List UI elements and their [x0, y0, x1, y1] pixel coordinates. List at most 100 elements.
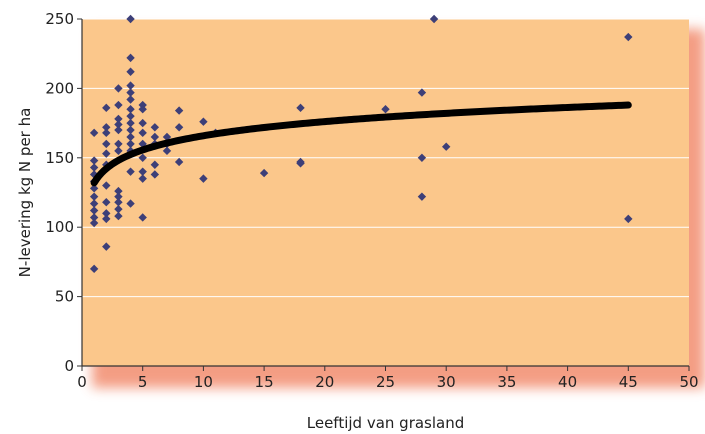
x-tick-label: 30	[437, 373, 456, 391]
y-axis-ticks: 0 50 100 150 200 250	[45, 10, 82, 375]
data-point	[199, 117, 208, 126]
data-point	[126, 139, 135, 149]
data-point	[89, 264, 99, 274]
data-point	[624, 32, 633, 42]
data-point	[126, 105, 135, 114]
data-point	[296, 103, 305, 113]
data-point	[174, 106, 184, 115]
data-point	[150, 123, 160, 132]
data-point	[174, 157, 184, 167]
data-point	[114, 84, 123, 93]
data-point	[138, 153, 147, 162]
data-point	[429, 14, 439, 24]
data-point	[89, 156, 99, 165]
data-point	[150, 132, 160, 142]
data-point	[417, 153, 427, 162]
x-tick-label: 10	[194, 373, 213, 391]
data-point	[102, 128, 111, 138]
gridlines	[82, 18, 689, 298]
data-point	[114, 186, 123, 196]
data-point	[102, 209, 111, 218]
data-point	[138, 174, 147, 183]
data-point	[114, 120, 123, 129]
data-point	[114, 139, 123, 149]
data-point	[150, 170, 160, 179]
data-point	[102, 103, 111, 113]
data-point	[138, 128, 147, 138]
y-tick-label: 0	[64, 357, 74, 375]
data-points	[89, 14, 633, 274]
data-point	[102, 198, 111, 207]
data-point	[162, 146, 172, 156]
data-point	[126, 118, 135, 128]
data-point	[89, 163, 99, 172]
data-point	[89, 199, 99, 208]
data-point	[102, 123, 111, 132]
y-tick-label: 100	[45, 218, 74, 236]
data-point	[126, 14, 135, 24]
y-tick-label: 200	[45, 79, 74, 97]
data-point	[417, 192, 427, 201]
data-point	[126, 81, 135, 90]
x-tick-label: 15	[255, 373, 274, 391]
data-point	[114, 146, 123, 156]
data-point	[174, 123, 184, 132]
y-tick-label: 250	[45, 10, 74, 28]
data-point	[126, 199, 135, 208]
x-axis-title: Leeftijd van grasland	[307, 414, 465, 432]
data-point	[126, 88, 135, 97]
data-point	[138, 105, 147, 114]
data-point	[126, 53, 135, 63]
x-tick-label: 45	[619, 373, 638, 391]
data-point	[102, 181, 111, 190]
y-tick-label: 150	[45, 149, 74, 167]
data-point	[102, 242, 111, 251]
data-point	[102, 139, 111, 149]
data-point	[126, 167, 135, 176]
data-point	[381, 105, 390, 114]
x-tick-label: 25	[376, 373, 395, 391]
x-tick-label: 35	[497, 373, 516, 391]
data-point	[126, 95, 135, 104]
data-point	[442, 142, 451, 151]
data-point	[417, 88, 427, 97]
x-tick-label: 5	[138, 373, 148, 391]
data-point	[624, 214, 633, 224]
data-point	[150, 160, 160, 169]
y-axis-title: N-levering kg N per ha	[16, 108, 34, 278]
data-point	[126, 67, 135, 76]
data-point	[126, 125, 135, 135]
data-point	[126, 132, 135, 142]
data-point	[89, 128, 99, 138]
data-point	[89, 192, 99, 201]
trend-line	[90, 101, 632, 187]
data-point	[259, 168, 269, 178]
data-point	[102, 214, 111, 224]
x-tick-label: 20	[315, 373, 334, 391]
data-point	[89, 213, 99, 222]
data-point	[114, 204, 123, 214]
x-axis-ticks: 0 5 10 15 20 25 30 35 40 45 50	[77, 366, 699, 391]
data-point	[296, 159, 305, 168]
data-point	[114, 198, 123, 207]
data-point	[114, 114, 123, 124]
data-point	[89, 218, 99, 228]
x-tick-label: 50	[679, 373, 698, 391]
data-point	[138, 213, 147, 222]
data-point	[114, 192, 123, 201]
data-point	[138, 118, 147, 128]
y-tick-label: 50	[55, 288, 74, 306]
data-point	[102, 149, 111, 158]
data-point	[126, 111, 135, 121]
plot-background	[82, 19, 689, 366]
data-point	[89, 184, 99, 193]
data-point	[138, 167, 147, 176]
x-tick-label: 40	[558, 373, 577, 391]
data-point	[199, 174, 208, 183]
data-point	[89, 206, 99, 215]
x-tick-label: 0	[77, 373, 87, 391]
data-point	[114, 125, 123, 135]
data-point	[114, 100, 123, 110]
data-point	[114, 211, 123, 221]
